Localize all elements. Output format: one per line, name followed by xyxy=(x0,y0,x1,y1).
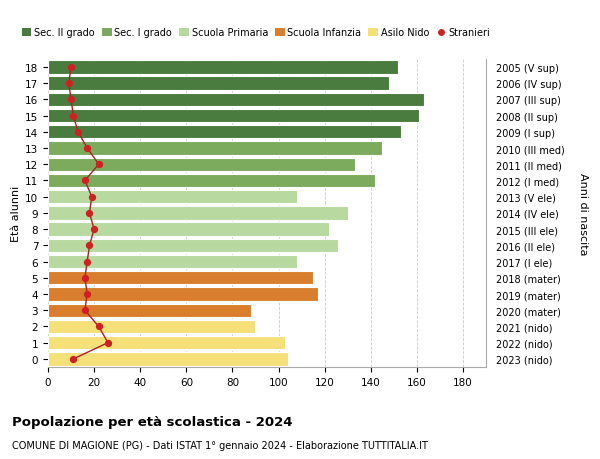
Y-axis label: Età alunni: Età alunni xyxy=(11,185,21,241)
Point xyxy=(80,177,89,185)
Bar xyxy=(48,320,256,333)
Bar xyxy=(48,190,297,204)
Text: COMUNE DI MAGIONE (PG) - Dati ISTAT 1° gennaio 2024 - Elaborazione TUTTITALIA.IT: COMUNE DI MAGIONE (PG) - Dati ISTAT 1° g… xyxy=(12,440,428,450)
Legend: Sec. II grado, Sec. I grado, Scuola Primaria, Scuola Infanzia, Asilo Nido, Stran: Sec. II grado, Sec. I grado, Scuola Prim… xyxy=(18,24,494,42)
Point xyxy=(82,291,92,298)
Point xyxy=(103,339,113,347)
Point xyxy=(68,355,78,363)
Point xyxy=(64,80,74,88)
Bar xyxy=(48,272,313,285)
Point xyxy=(80,274,89,282)
Bar xyxy=(48,77,389,90)
Point xyxy=(82,258,92,266)
Bar xyxy=(48,288,318,301)
Y-axis label: Anni di nascita: Anni di nascita xyxy=(578,172,589,255)
Bar xyxy=(48,61,398,74)
Point xyxy=(85,210,94,217)
Point xyxy=(89,226,99,233)
Point xyxy=(66,64,76,72)
Bar xyxy=(48,336,286,350)
Point xyxy=(85,242,94,250)
Point xyxy=(68,112,78,120)
Bar xyxy=(48,255,297,269)
Bar xyxy=(48,142,382,155)
Bar xyxy=(48,110,419,123)
Point xyxy=(80,307,89,314)
Bar xyxy=(48,223,329,236)
Point xyxy=(94,161,104,168)
Bar xyxy=(48,158,355,172)
Point xyxy=(82,145,92,152)
Bar xyxy=(48,304,251,317)
Point xyxy=(94,323,104,330)
Point xyxy=(73,129,83,136)
Bar xyxy=(48,353,288,366)
Point xyxy=(66,96,76,104)
Bar xyxy=(48,174,376,188)
Bar xyxy=(48,94,424,107)
Bar xyxy=(48,207,347,220)
Bar xyxy=(48,126,401,139)
Point xyxy=(87,194,97,201)
Bar xyxy=(48,239,338,252)
Text: Popolazione per età scolastica - 2024: Popolazione per età scolastica - 2024 xyxy=(12,415,293,428)
